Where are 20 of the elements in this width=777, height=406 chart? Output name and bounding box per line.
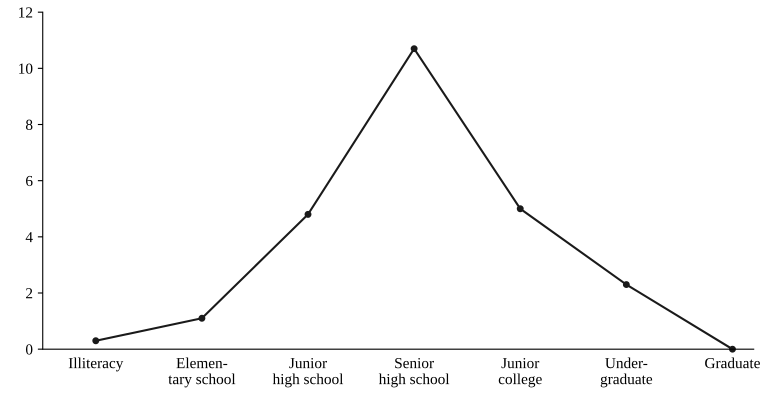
y-tick-label: 6 <box>26 176 33 186</box>
point <box>92 337 100 344</box>
y-tick-label: 4 <box>26 232 33 242</box>
point <box>198 314 206 322</box>
y-tick-label: 8 <box>26 120 32 130</box>
y-tick-label: 12 <box>19 7 32 18</box>
point <box>304 210 312 218</box>
x-tick-label: Elemen- tary school <box>168 357 236 388</box>
y-tick-label: 10 <box>19 63 32 74</box>
x-tick-label: Under- graduate <box>600 357 652 388</box>
x-tick-label: Graduate <box>705 357 760 368</box>
y-tick-label: 0 <box>26 344 32 355</box>
x-tick-label: Illiteracy <box>68 357 124 372</box>
x-tick-label: Senior high school <box>378 358 450 388</box>
x-tick-label: Junior high school <box>272 358 344 388</box>
y-tick-label: 2 <box>26 288 32 298</box>
point <box>622 281 630 288</box>
point <box>410 45 418 52</box>
point <box>516 205 524 212</box>
x-tick-label: Junior college <box>498 358 542 388</box>
